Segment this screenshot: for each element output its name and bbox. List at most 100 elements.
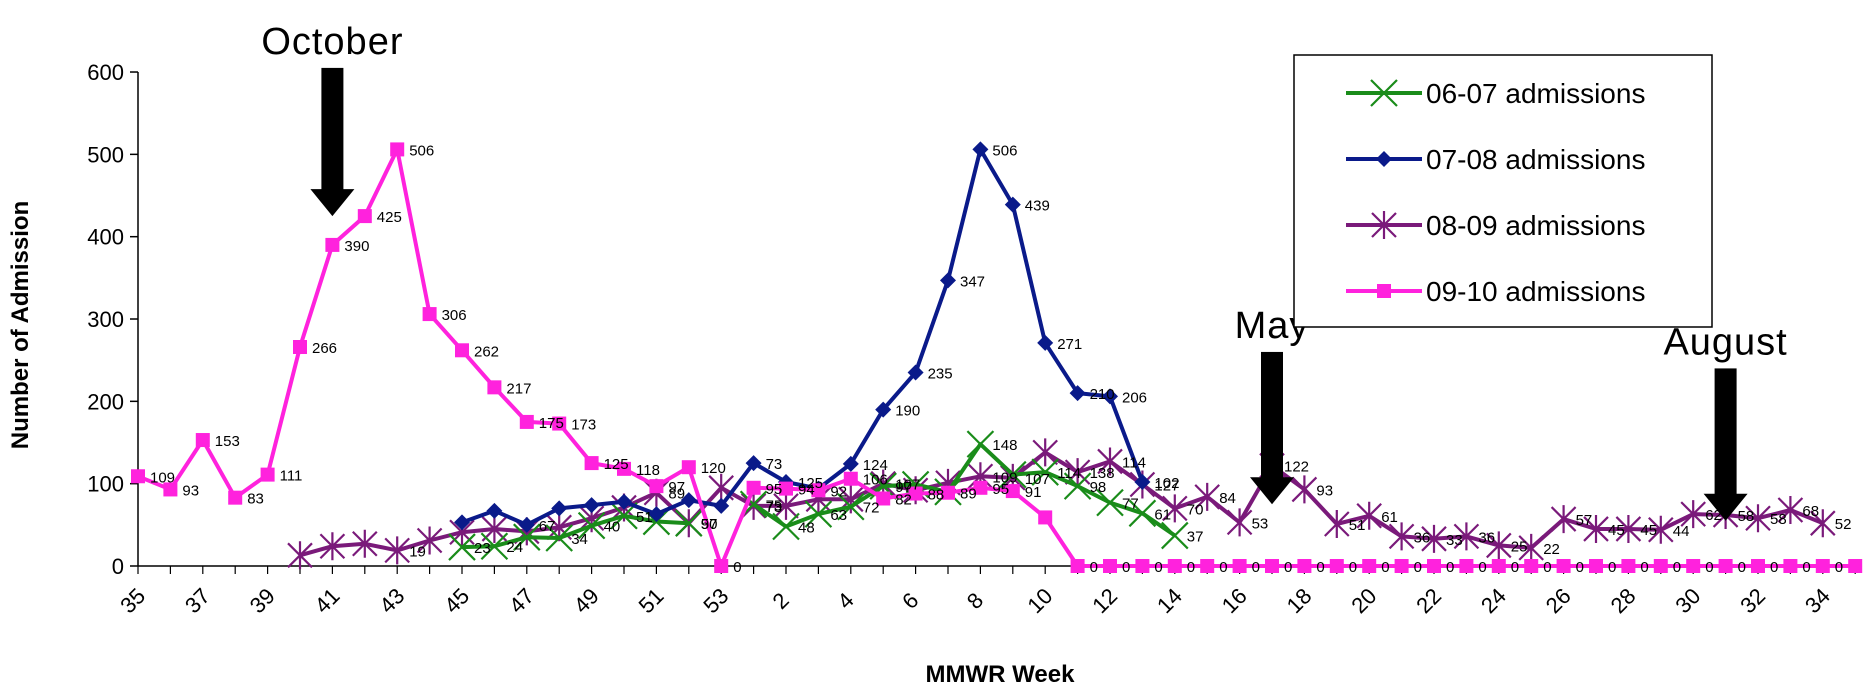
data-point-x <box>772 512 800 541</box>
data-point-star <box>1486 531 1512 560</box>
data-point-square <box>746 480 761 495</box>
data-point-star <box>1583 514 1609 543</box>
data-point-star <box>384 536 410 565</box>
annotation-august: August <box>1663 321 1787 521</box>
series-layer <box>131 141 1863 573</box>
data-label: 107 <box>895 477 920 494</box>
x-tick-label: 32 <box>1735 583 1770 618</box>
data-label: 109 <box>992 469 1017 486</box>
legend-entry: 09-10 admissions <box>1346 276 1645 307</box>
x-tick-label: 37 <box>180 583 215 618</box>
data-label: 68 <box>1802 503 1819 520</box>
x-tick-label: 51 <box>634 583 669 618</box>
x-tick-label: 43 <box>374 583 409 618</box>
data-label: 111 <box>280 468 303 485</box>
data-label: 217 <box>506 380 531 397</box>
data-point-square <box>1167 559 1182 573</box>
data-point-x <box>1370 79 1398 107</box>
legend-label: 06-07 admissions <box>1426 78 1645 109</box>
y-tick-label: 0 <box>112 554 124 579</box>
data-point-square <box>843 471 858 486</box>
data-point-square <box>973 480 988 495</box>
data-point-x <box>1096 488 1124 517</box>
data-label: 0 <box>1543 559 1551 576</box>
arrow-head-icon <box>310 189 355 217</box>
data-point-square <box>1232 559 1247 573</box>
data-point-star <box>1745 504 1771 533</box>
x-tick-label: 47 <box>504 583 539 618</box>
data-label: 36 <box>1414 529 1431 546</box>
data-label: 44 <box>1673 523 1690 540</box>
legend-label: 08-09 admissions <box>1426 210 1645 241</box>
data-point-star <box>1388 522 1415 551</box>
y-axis-title: Number of Admission <box>7 201 34 449</box>
data-point-square <box>1103 559 1117 573</box>
data-point-square <box>714 559 729 573</box>
data-label: 95 <box>766 481 783 498</box>
data-point-star <box>1064 458 1091 487</box>
data-point-square <box>455 343 469 358</box>
data-point-star <box>1550 505 1577 534</box>
data-point-star <box>1421 524 1447 553</box>
data-point-diamond <box>972 141 989 158</box>
data-label: 122 <box>1284 459 1309 476</box>
data-point-star <box>1453 522 1480 551</box>
x-tick-label: 10 <box>1022 583 1057 618</box>
data-point-diamond <box>842 455 859 472</box>
data-label: 45 <box>1640 522 1657 539</box>
data-point-diamond <box>551 500 568 517</box>
data-point-diamond <box>680 492 697 509</box>
data-point-square <box>941 485 955 500</box>
data-label: 0 <box>1738 559 1746 576</box>
y-tick-label: 400 <box>87 225 124 250</box>
data-label: 118 <box>636 462 660 479</box>
data-point-star <box>1648 515 1674 544</box>
data-label: 175 <box>539 415 564 432</box>
data-point-square <box>1070 559 1085 573</box>
data-label: 271 <box>1057 336 1082 353</box>
data-point-diamond <box>454 514 470 531</box>
data-label: 153 <box>215 433 240 450</box>
data-label: 425 <box>377 209 402 226</box>
data-point-x <box>1161 521 1189 550</box>
data-point-star <box>1615 514 1642 543</box>
data-point-square <box>1377 284 1391 298</box>
data-label: 50 <box>701 516 718 533</box>
data-label: 53 <box>1252 515 1269 532</box>
data-point-star <box>1324 510 1350 539</box>
data-point-star <box>1032 438 1058 467</box>
x-tick-label: 12 <box>1087 583 1122 618</box>
data-label: 75 <box>766 497 783 514</box>
data-point-square <box>131 469 145 484</box>
data-label: 0 <box>1446 559 1454 576</box>
data-point-square <box>779 481 793 496</box>
x-tick-label: 45 <box>439 583 474 618</box>
annotation-label: October <box>261 21 403 63</box>
data-point-diamond <box>713 497 730 514</box>
data-label: 148 <box>992 437 1017 454</box>
data-label: 61 <box>1381 509 1398 526</box>
data-label: 0 <box>1349 559 1357 576</box>
x-axis-title: MMWR Week <box>926 661 1076 688</box>
data-point-diamond <box>745 455 762 472</box>
x-tick-label: 34 <box>1800 583 1835 618</box>
data-label: 0 <box>1122 559 1130 576</box>
data-label: 22 <box>1543 541 1560 558</box>
data-label: 506 <box>409 142 434 159</box>
x-tick-label: 49 <box>569 583 604 618</box>
data-label: 0 <box>1414 559 1422 576</box>
data-point-square <box>649 479 664 494</box>
annotation-october: October <box>261 21 403 217</box>
data-point-diamond <box>616 493 632 510</box>
data-label: 52 <box>1835 516 1852 533</box>
y-tick-label: 600 <box>87 60 124 85</box>
x-tick-label: 8 <box>962 588 988 614</box>
data-label: 23 <box>474 540 491 557</box>
data-point-square <box>1329 559 1344 573</box>
data-point-square <box>195 433 210 448</box>
data-label: 124 <box>863 457 888 474</box>
data-label: 0 <box>1835 559 1843 576</box>
data-point-x <box>999 460 1027 489</box>
x-tick-label: 22 <box>1411 583 1446 618</box>
data-point-square <box>357 209 372 224</box>
